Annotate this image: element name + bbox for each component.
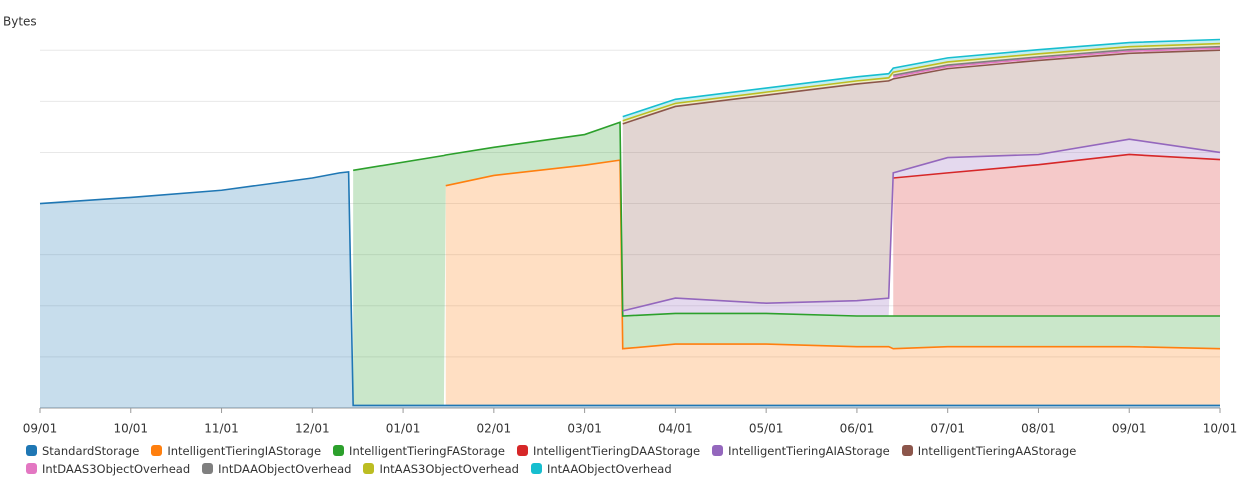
- areas: [40, 39, 1221, 408]
- legend-label: IntelligentTieringAIAStorage: [728, 443, 890, 458]
- area: [445, 160, 1220, 406]
- legend-label: IntDAAObjectOverhead: [218, 461, 352, 476]
- line: [353, 121, 1220, 317]
- x-tick-label: 04/01: [658, 422, 693, 436]
- x-tick-label: 08/01: [1021, 422, 1056, 436]
- legend-label: IntelligentTieringIAStorage: [167, 443, 322, 458]
- x-tick-label: 12/01: [295, 422, 330, 436]
- x-tick-label: 10/01: [113, 422, 148, 436]
- legend-item[interactable]: IntelligentTieringAAStorage: [901, 443, 1077, 458]
- area: [622, 139, 1220, 316]
- area: [353, 122, 1221, 406]
- legend: StandardStorage IntelligentTieringIAStora…: [26, 443, 1241, 476]
- legend-item[interactable]: IntelligentTieringFAStorage: [333, 443, 505, 458]
- line: [622, 38, 1221, 118]
- legend-label: IntAAObjectOverhead: [546, 461, 672, 476]
- legend-swatch: [202, 463, 214, 474]
- x-tick-label: 11/01: [204, 422, 239, 436]
- legend-label: IntelligentTieringDAAStorage: [532, 443, 701, 458]
- legend-item[interactable]: IntAAS3ObjectOverhead: [363, 461, 519, 476]
- legend-label: IntAAS3ObjectOverhead: [379, 461, 519, 476]
- legend-item[interactable]: IntDAAS3ObjectOverhead: [26, 461, 190, 476]
- area: [622, 50, 1220, 311]
- legend-swatch: [26, 463, 37, 474]
- area: [40, 171, 1220, 408]
- x-tick-label: 06/01: [840, 422, 875, 436]
- line: [622, 138, 1221, 312]
- legend-swatch: [363, 463, 375, 474]
- legend-label: IntelligentTieringAAStorage: [917, 443, 1077, 458]
- line: [893, 153, 1221, 179]
- legend-swatch: [26, 445, 37, 456]
- x-tick-label: 09/01: [1112, 422, 1147, 436]
- line: [622, 49, 1221, 125]
- x-tick-label: 09/01: [23, 422, 58, 436]
- x-tick-label: 03/01: [567, 422, 602, 436]
- x-tick-label: 02/01: [477, 422, 512, 436]
- legend-item[interactable]: IntelligentTieringAIAStorage: [712, 443, 890, 458]
- x-tick-label: 07/01: [930, 422, 965, 436]
- legend-label: StandardStorage: [42, 443, 140, 458]
- legend-swatch: [712, 445, 724, 456]
- line: [893, 45, 1221, 77]
- chart: Bytes 09/01 10/01 11/01 12/01 01/01 02/01 03/0…: [3, 15, 1238, 436]
- legend-swatch: [530, 463, 542, 474]
- y-axis-label: Bytes: [3, 15, 37, 29]
- legend-label: IntelligentTieringFAStorage: [349, 443, 505, 458]
- line: [445, 159, 1221, 350]
- legend-item[interactable]: IntelligentTieringDAAStorage: [516, 443, 701, 458]
- line: [622, 42, 1221, 122]
- x-tick-label: 01/01: [386, 422, 421, 436]
- x-tick-label: 05/01: [749, 422, 784, 436]
- x-tick-label: 10/01: [1203, 422, 1238, 436]
- legend-item[interactable]: IntAAObjectOverhead: [530, 461, 672, 476]
- line: [39, 170, 1220, 407]
- lines: [39, 38, 1221, 407]
- legend-item[interactable]: IntDAAObjectOverhead: [202, 461, 351, 476]
- legend-swatch: [333, 445, 345, 456]
- legend-item[interactable]: IntelligentTieringIAStorage: [151, 443, 321, 458]
- legend-swatch: [151, 445, 163, 456]
- legend-label: IntDAAS3ObjectOverhead: [42, 461, 191, 476]
- legend-swatch: [901, 445, 913, 456]
- line: [893, 47, 1221, 78]
- legend-item[interactable]: StandardStorage: [26, 443, 139, 458]
- legend-swatch: [516, 445, 528, 456]
- area: [893, 154, 1220, 316]
